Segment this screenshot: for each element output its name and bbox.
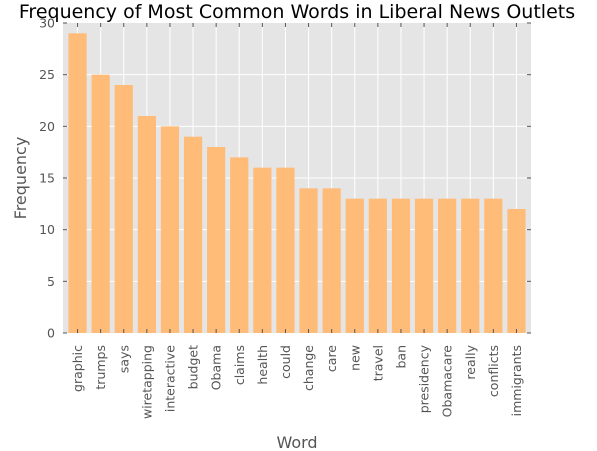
bar-obamacare <box>438 198 457 333</box>
bar-really <box>461 198 480 333</box>
x-tick-label: travel <box>370 345 385 381</box>
x-tick-label: really <box>463 344 478 379</box>
bar-obama <box>207 147 226 333</box>
x-tick-label: budget <box>186 345 201 389</box>
x-tick-labels: graphic trumps says wiretapping interactive b… <box>70 344 524 419</box>
x-tick-label: trumps <box>93 345 108 390</box>
x-tick-label: wiretapping <box>139 345 154 419</box>
bar-conflicts <box>484 198 503 333</box>
chart-title: Frequency of Most Common Words in Libera… <box>19 1 575 23</box>
y-tick-label: 15 <box>39 171 55 186</box>
bar-change <box>299 188 318 333</box>
x-tick-label: conflicts <box>486 345 501 397</box>
x-tick-label: graphic <box>70 345 85 392</box>
bar-could <box>276 167 295 333</box>
bar-claims <box>230 157 249 333</box>
y-tick-label: 30 <box>39 16 55 31</box>
y-axis-label: Frequency <box>11 137 30 220</box>
bar-travel <box>368 198 387 333</box>
x-tick-label: new <box>347 345 362 371</box>
y-tick-labels: 0 5 10 15 20 25 30 <box>39 16 55 341</box>
y-tick-label: 20 <box>39 119 55 134</box>
bar-health <box>253 167 272 333</box>
bar-graphic <box>68 33 87 333</box>
x-tick-label: Obama <box>209 345 224 390</box>
x-tick-label: says <box>116 345 131 373</box>
bar-new <box>345 198 364 333</box>
x-axis-label: Word <box>276 433 317 451</box>
bar-interactive <box>160 126 180 333</box>
y-tick-label: 25 <box>39 67 55 82</box>
bar-says <box>114 85 133 333</box>
x-tick-label: health <box>255 345 270 385</box>
bar-ban <box>391 198 411 333</box>
bar-trumps <box>91 74 110 334</box>
bar-budget <box>183 136 203 333</box>
y-tick-label: 10 <box>39 222 55 237</box>
y-tick-label: 0 <box>47 326 55 341</box>
x-tick-label: Obamacare <box>440 345 455 418</box>
x-tick-label: presidency <box>417 344 432 413</box>
y-tick-label: 5 <box>47 274 55 289</box>
x-tick-label: claims <box>232 345 247 385</box>
x-tick-label: ban <box>393 345 408 369</box>
bar-wiretapping <box>137 116 156 333</box>
tick-marks <box>63 22 531 334</box>
bar-immigrants <box>507 209 526 333</box>
bars <box>68 33 526 334</box>
x-tick-label: care <box>324 345 339 372</box>
x-tick-label: change <box>301 345 316 391</box>
bar-care <box>322 188 341 333</box>
x-tick-label: interactive <box>162 345 177 412</box>
bar-presidency <box>414 198 434 333</box>
x-tick-label: immigrants <box>509 345 524 416</box>
x-tick-label: could <box>278 345 293 379</box>
